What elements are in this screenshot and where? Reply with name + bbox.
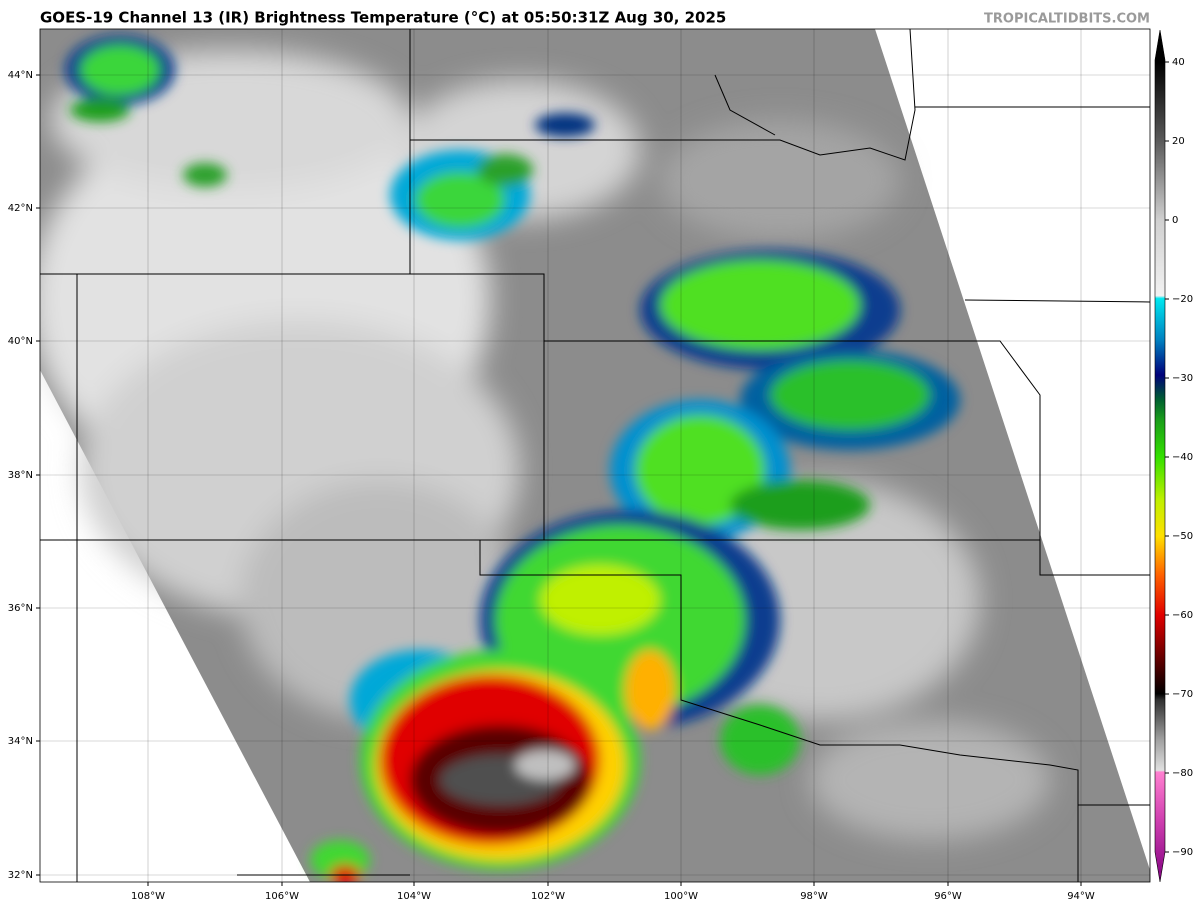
longitude-label: 100°W	[664, 891, 698, 902]
latitude-label: 32°N	[8, 870, 33, 881]
border	[964, 299, 1150, 303]
colorbar-label: 0	[1172, 215, 1178, 226]
watermark: TROPICALTIDBITS.COM	[984, 12, 1150, 27]
latitude-label: 42°N	[8, 203, 33, 214]
graticule	[40, 29, 1150, 882]
labels: 44°N 42°N 40°N 38°N 36°N 34°N 32°N 108°W 106°W 10…	[8, 57, 1193, 902]
storm-cells	[65, 35, 960, 882]
latitude-label: 34°N	[8, 736, 33, 747]
colorbar-label: 20	[1172, 136, 1185, 147]
longitude-label: 108°W	[131, 891, 165, 902]
colorbar-label: −70	[1172, 689, 1193, 700]
latitude-label: 38°N	[8, 470, 33, 481]
title: GOES-19 Channel 13 (IR) Brightness Tempe…	[40, 9, 726, 27]
longitude-label: 102°W	[531, 891, 565, 902]
longitude-label: 94°W	[1067, 891, 1095, 902]
colorbar-label: −80	[1172, 768, 1193, 779]
river	[714, 74, 776, 136]
colorbar-label: −40	[1172, 452, 1193, 463]
latitude-label: 44°N	[8, 70, 33, 81]
state-borders	[40, 29, 1150, 882]
longitude-label: 104°W	[397, 891, 431, 902]
colorbar-label: 40	[1172, 57, 1185, 68]
border	[479, 540, 1079, 882]
imagery	[40, 29, 1150, 882]
longitude-label: 98°W	[800, 891, 828, 902]
longitude-label: 96°W	[934, 891, 962, 902]
colorbar-label: −20	[1172, 294, 1193, 305]
colorbar-label: −30	[1172, 373, 1193, 384]
map-frame	[39, 28, 1151, 883]
longitude-label: 106°W	[265, 891, 299, 902]
border	[544, 340, 1041, 540]
border	[410, 29, 916, 161]
colorbar-label: −60	[1172, 610, 1193, 621]
border	[40, 539, 1150, 576]
colorbar	[1154, 29, 1166, 883]
border	[40, 273, 545, 540]
latitude-label: 36°N	[8, 603, 33, 614]
colorbar-label: −90	[1172, 847, 1193, 858]
latitude-label: 40°N	[8, 336, 33, 347]
colorbar-label: −50	[1172, 531, 1193, 542]
